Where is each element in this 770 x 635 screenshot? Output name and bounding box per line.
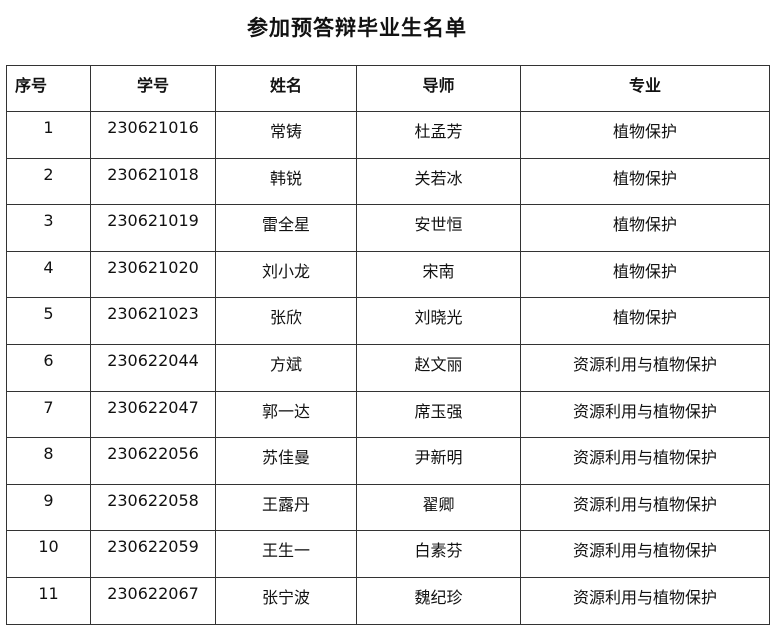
table-row: 5 230621023 张欣 刘晓光 植物保护: [6, 297, 770, 345]
table-row: 1 230621016 常铸 杜孟芳 植物保护: [6, 111, 770, 159]
cell-major: 资源利用与植物保护: [520, 530, 770, 578]
table-row: 7 230622047 郭一达 席玉强 资源利用与植物保护: [6, 390, 770, 439]
cell-advisor: 安世恒: [356, 204, 521, 252]
cell-student-id: 230622058: [90, 483, 216, 532]
page-title: 参加预答辩毕业生名单: [247, 16, 467, 40]
cell-index: 5: [6, 297, 91, 345]
cell-student-id: 230621018: [90, 157, 216, 206]
cell-student-id: 230622067: [90, 576, 216, 625]
cell-index: 9: [6, 483, 91, 532]
cell-name: 王露丹: [215, 483, 357, 532]
cell-name: 刘小龙: [215, 250, 357, 299]
cell-major: 资源利用与植物保护: [520, 483, 770, 532]
table-row: 10 230622059 王生一 白素芬 资源利用与植物保护: [6, 530, 770, 578]
cell-student-id: 230621020: [90, 250, 216, 299]
cell-advisor: 席玉强: [356, 390, 521, 439]
cell-name: 王生一: [215, 530, 357, 578]
header-name: 姓名: [215, 65, 357, 112]
cell-student-id: 230622044: [90, 343, 216, 392]
table-row: 2 230621018 韩锐 关若冰 植物保护: [6, 157, 770, 206]
table-row: 6 230622044 方斌 赵文丽 资源利用与植物保护: [6, 343, 770, 392]
cell-name: 张宁波: [215, 576, 357, 625]
cell-advisor: 杜孟芳: [356, 111, 521, 159]
cell-student-id: 230621023: [90, 297, 216, 345]
cell-name: 常铸: [215, 111, 357, 159]
header-advisor: 导师: [356, 65, 521, 112]
table-header-row: 序号 学号 姓名 导师 专业: [6, 65, 770, 112]
cell-major: 资源利用与植物保护: [520, 437, 770, 485]
cell-name: 雷全星: [215, 204, 357, 252]
cell-student-id: 230621019: [90, 204, 216, 252]
cell-student-id: 230622059: [90, 530, 216, 578]
table-row: 8 230622056 苏佳曼 尹新明 资源利用与植物保护: [6, 437, 770, 485]
table-row: 9 230622058 王露丹 翟卿 资源利用与植物保护: [6, 483, 770, 532]
header-major: 专业: [520, 65, 770, 112]
cell-advisor: 赵文丽: [356, 343, 521, 392]
cell-major: 植物保护: [520, 204, 770, 252]
table-row: 3 230621019 雷全星 安世恒 植物保护: [6, 204, 770, 252]
cell-index: 1: [6, 111, 91, 159]
cell-name: 苏佳曼: [215, 437, 357, 485]
cell-advisor: 关若冰: [356, 157, 521, 206]
cell-student-id: 230622047: [90, 390, 216, 439]
cell-index: 10: [6, 530, 91, 578]
student-table: 序号 学号 姓名 导师 专业 1 230621016 常铸 杜孟芳 植物保护 2 23062…: [6, 65, 770, 625]
cell-advisor: 尹新明: [356, 437, 521, 485]
cell-student-id: 230622056: [90, 437, 216, 485]
cell-major: 资源利用与植物保护: [520, 390, 770, 439]
cell-index: 7: [6, 390, 91, 439]
cell-advisor: 刘晓光: [356, 297, 521, 345]
cell-index: 11: [6, 576, 91, 625]
cell-index: 3: [6, 204, 91, 252]
cell-name: 韩锐: [215, 157, 357, 206]
cell-student-id: 230621016: [90, 111, 216, 159]
header-student-id: 学号: [90, 65, 216, 112]
cell-major: 植物保护: [520, 111, 770, 159]
cell-name: 方斌: [215, 343, 357, 392]
table-row: 11 230622067 张宁波 魏纪珍 资源利用与植物保护: [6, 576, 770, 625]
cell-name: 张欣: [215, 297, 357, 345]
cell-major: 资源利用与植物保护: [520, 576, 770, 625]
cell-advisor: 魏纪珍: [356, 576, 521, 625]
cell-major: 植物保护: [520, 250, 770, 299]
cell-index: 4: [6, 250, 91, 299]
cell-index: 8: [6, 437, 91, 485]
cell-major: 植物保护: [520, 157, 770, 206]
cell-advisor: 白素芬: [356, 530, 521, 578]
cell-major: 植物保护: [520, 297, 770, 345]
table-row: 4 230621020 刘小龙 宋南 植物保护: [6, 250, 770, 299]
cell-index: 2: [6, 157, 91, 206]
cell-name: 郭一达: [215, 390, 357, 439]
cell-major: 资源利用与植物保护: [520, 343, 770, 392]
cell-index: 6: [6, 343, 91, 392]
header-index: 序号: [6, 65, 91, 112]
cell-advisor: 翟卿: [356, 483, 521, 532]
cell-advisor: 宋南: [356, 250, 521, 299]
